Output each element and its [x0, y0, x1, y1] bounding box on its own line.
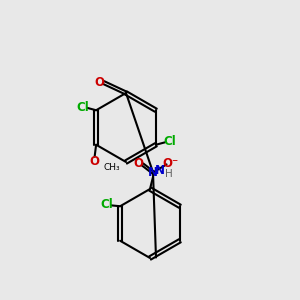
Text: H: H — [165, 169, 172, 179]
Text: O: O — [133, 157, 143, 170]
Text: N: N — [154, 164, 165, 177]
Text: CH₃: CH₃ — [103, 163, 120, 172]
Text: O⁻: O⁻ — [162, 157, 178, 170]
Text: O: O — [90, 155, 100, 168]
Text: O: O — [94, 76, 104, 89]
Text: Cl: Cl — [163, 135, 176, 148]
Text: Cl: Cl — [100, 198, 113, 211]
Text: Cl: Cl — [76, 101, 89, 114]
Text: N: N — [148, 166, 158, 179]
